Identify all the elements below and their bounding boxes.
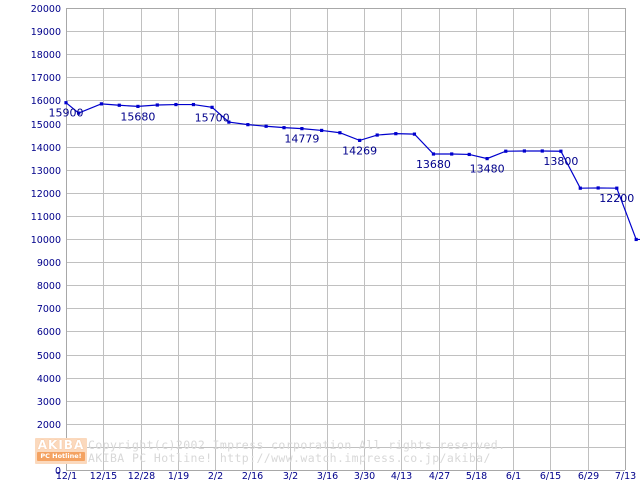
logo-subtitle: PC Hotline! bbox=[37, 452, 85, 461]
data-point-marker bbox=[522, 149, 526, 153]
y-axis-tick-label: 14000 bbox=[31, 143, 61, 154]
akiba-pc-hotline-logo: AKIBA PC Hotline! bbox=[35, 438, 87, 464]
x-axis-tick-label: 6/15 bbox=[540, 471, 561, 480]
x-axis-tick-label: 7/13 bbox=[615, 471, 636, 480]
x-axis-tick-label: 5/18 bbox=[466, 471, 487, 480]
y-axis-tick-label: 9000 bbox=[37, 258, 61, 269]
y-axis-tick-label: 10000 bbox=[31, 235, 61, 246]
x-axis-tick-label: 6/29 bbox=[578, 471, 599, 480]
data-point-marker bbox=[540, 149, 544, 153]
data-point-marker bbox=[136, 104, 140, 109]
y-axis-tick-label: 16000 bbox=[31, 96, 61, 107]
data-point-marker bbox=[174, 102, 178, 107]
y-axis-tick-label: 12000 bbox=[31, 189, 61, 200]
data-point-marker bbox=[99, 102, 103, 106]
data-point-marker bbox=[615, 186, 619, 190]
y-axis-tick-label: 3000 bbox=[37, 397, 61, 408]
data-point-marker bbox=[578, 186, 582, 190]
data-point-label: 15900 bbox=[49, 107, 84, 120]
watermark-copyright-text: Copyright(c)2002 Impress corporation All… bbox=[88, 438, 505, 465]
data-point-marker bbox=[282, 126, 286, 130]
y-axis-tick-label: 17000 bbox=[31, 73, 61, 84]
y-axis-tick-label: 6000 bbox=[37, 327, 61, 338]
data-point-marker bbox=[634, 237, 638, 242]
x-axis-tick-label: 1/19 bbox=[168, 471, 189, 480]
data-point-label: 13800 bbox=[543, 155, 578, 168]
horizontal-gridlines bbox=[66, 8, 625, 448]
x-axis-tick-labels: 12/1 12/15 12/28 1/19 2/2 2/16 3/2 3/16 3/30 4/13… bbox=[56, 471, 636, 480]
data-point-marker bbox=[77, 111, 81, 115]
data-point-marker bbox=[210, 105, 214, 109]
data-point-label: 13680 bbox=[416, 158, 451, 171]
x-axis-tick-label: 4/13 bbox=[391, 471, 412, 480]
data-point-marker bbox=[467, 152, 471, 157]
y-axis-tick-label: 19000 bbox=[31, 27, 61, 38]
data-point-marker bbox=[264, 124, 268, 128]
series-line-price bbox=[65, 102, 640, 241]
y-axis-tick-label: 7000 bbox=[37, 304, 61, 315]
data-point-marker bbox=[155, 103, 159, 107]
data-point-marker bbox=[64, 101, 68, 105]
data-point-marker bbox=[559, 149, 563, 153]
data-point-label: 14779 bbox=[284, 133, 319, 146]
y-axis-tick-label: 11000 bbox=[31, 212, 61, 223]
data-point-marker bbox=[485, 157, 489, 161]
chart-axes bbox=[66, 8, 626, 471]
x-axis-tick-label: 3/16 bbox=[317, 471, 338, 480]
y-axis-tick-label: 5000 bbox=[37, 351, 61, 362]
data-point-marker bbox=[227, 120, 231, 124]
data-point-marker bbox=[191, 102, 196, 107]
x-axis-tick-label: 12/15 bbox=[90, 471, 117, 480]
data-point-labels: 15900 15680 15700 14779 14269 13680 13480 13800… bbox=[49, 107, 635, 205]
x-axis-tick-label: 3/30 bbox=[354, 471, 375, 480]
data-point-marker bbox=[300, 127, 304, 131]
data-point-label: 15680 bbox=[120, 110, 155, 123]
data-point-marker bbox=[450, 152, 454, 156]
data-point-marker bbox=[320, 128, 324, 133]
x-axis-tick-label: 2/2 bbox=[208, 471, 223, 480]
x-axis-tick-label: 2/16 bbox=[242, 471, 263, 480]
data-point-label: 14269 bbox=[342, 144, 377, 157]
data-point-marker bbox=[117, 103, 121, 107]
data-point-marker bbox=[596, 186, 600, 190]
data-point-marker bbox=[394, 132, 398, 136]
watermark-line-2: AKIBA PC Hotline! http://www.watch.impre… bbox=[88, 451, 491, 465]
x-axis-tick-label: 12/28 bbox=[128, 471, 155, 480]
x-axis-tick-label: 12/1 bbox=[56, 471, 77, 480]
data-point-marker bbox=[246, 123, 250, 127]
vertical-gridlines bbox=[103, 8, 626, 470]
y-axis-tick-label: 18000 bbox=[31, 50, 61, 61]
watermark-line-1: Copyright(c)2002 Impress corporation All… bbox=[88, 438, 505, 452]
y-axis-tick-label: 2000 bbox=[37, 420, 61, 431]
data-point-marker bbox=[375, 133, 379, 137]
x-axis-tick-label: 6/1 bbox=[506, 471, 521, 480]
y-axis-tick-label: 15000 bbox=[31, 120, 61, 131]
price-series bbox=[64, 101, 640, 242]
data-point-marker bbox=[504, 149, 508, 153]
data-point-label: 12200 bbox=[599, 192, 634, 205]
y-axis-tick-label: 4000 bbox=[37, 374, 61, 385]
data-point-marker bbox=[431, 152, 436, 156]
y-axis-tick-labels: 0100020003000400050006000700080009000100… bbox=[31, 4, 61, 477]
y-axis-tick-label: 20000 bbox=[31, 4, 61, 15]
logo-title: AKIBA bbox=[37, 438, 85, 452]
y-axis-tick-label: 0 bbox=[55, 466, 61, 477]
data-point-label: 15700 bbox=[195, 111, 230, 124]
data-point-marker bbox=[358, 138, 362, 142]
x-axis-tick-label: 4/27 bbox=[429, 471, 450, 480]
data-point-marker bbox=[338, 131, 342, 135]
data-point-marker bbox=[412, 132, 417, 136]
y-axis-tick-label: 8000 bbox=[37, 281, 61, 292]
y-axis-tick-label: 13000 bbox=[31, 166, 61, 177]
x-axis-tick-label: 3/2 bbox=[283, 471, 298, 480]
data-point-label: 13480 bbox=[470, 163, 505, 176]
